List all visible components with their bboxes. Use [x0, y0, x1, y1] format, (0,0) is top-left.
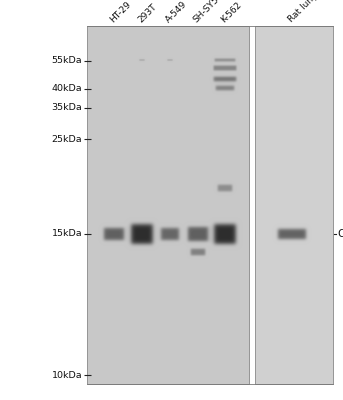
Text: 10kDa: 10kDa [52, 371, 82, 380]
Text: 25kDa: 25kDa [52, 135, 82, 144]
Text: HT-29: HT-29 [108, 0, 133, 24]
Text: 40kDa: 40kDa [52, 84, 82, 93]
Text: K-562: K-562 [219, 0, 243, 24]
Text: 35kDa: 35kDa [51, 103, 82, 112]
Text: SH-SY5Y: SH-SY5Y [192, 0, 225, 24]
Text: 15kDa: 15kDa [52, 230, 82, 238]
Text: Rat lung: Rat lung [286, 0, 320, 24]
Text: A-549: A-549 [164, 0, 189, 24]
Text: 55kDa: 55kDa [52, 56, 82, 65]
Bar [87, 26, 249, 384]
Text: CISD2: CISD2 [338, 229, 343, 239]
Text: 293T: 293T [136, 2, 158, 24]
Bar [255, 26, 333, 384]
